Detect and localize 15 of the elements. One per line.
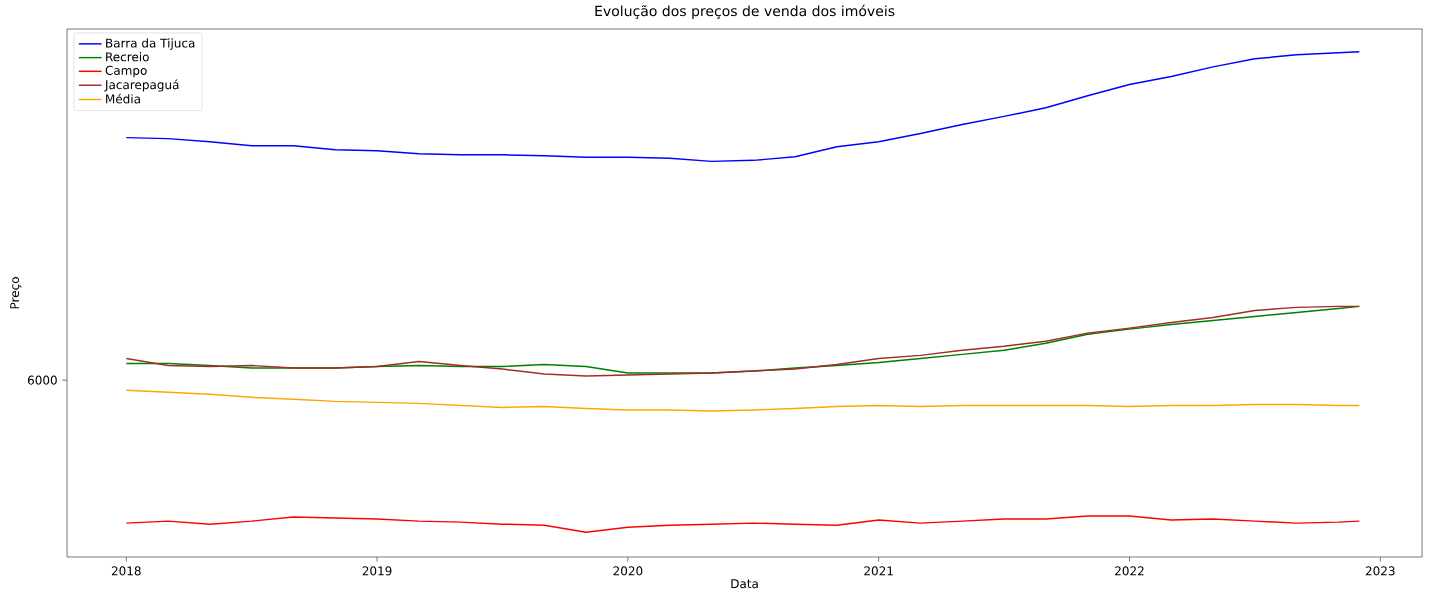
legend-label: Barra da Tijuca	[106, 38, 195, 50]
x-axis-title: Data	[731, 579, 758, 589]
x-tick-label: 2023	[1365, 566, 1395, 576]
chart-title: Evolução dos preços de venda dos imóveis	[595, 4, 895, 19]
x-tick-label: 2020	[613, 566, 643, 576]
x-tick-label: 2022	[1115, 566, 1144, 576]
x-tick-label: 2019	[362, 566, 392, 576]
text: 6000	[27, 375, 57, 385]
legend-label: Recreio	[106, 52, 149, 62]
legend-label: Jacarepaguá	[104, 79, 179, 92]
legend-label: Campo	[105, 65, 147, 78]
x-tick-label: 2021	[864, 566, 893, 576]
x-tick-label: 2018	[111, 566, 141, 576]
y-axis-title: Preço	[10, 277, 22, 309]
legend-label: Média	[106, 93, 140, 104]
